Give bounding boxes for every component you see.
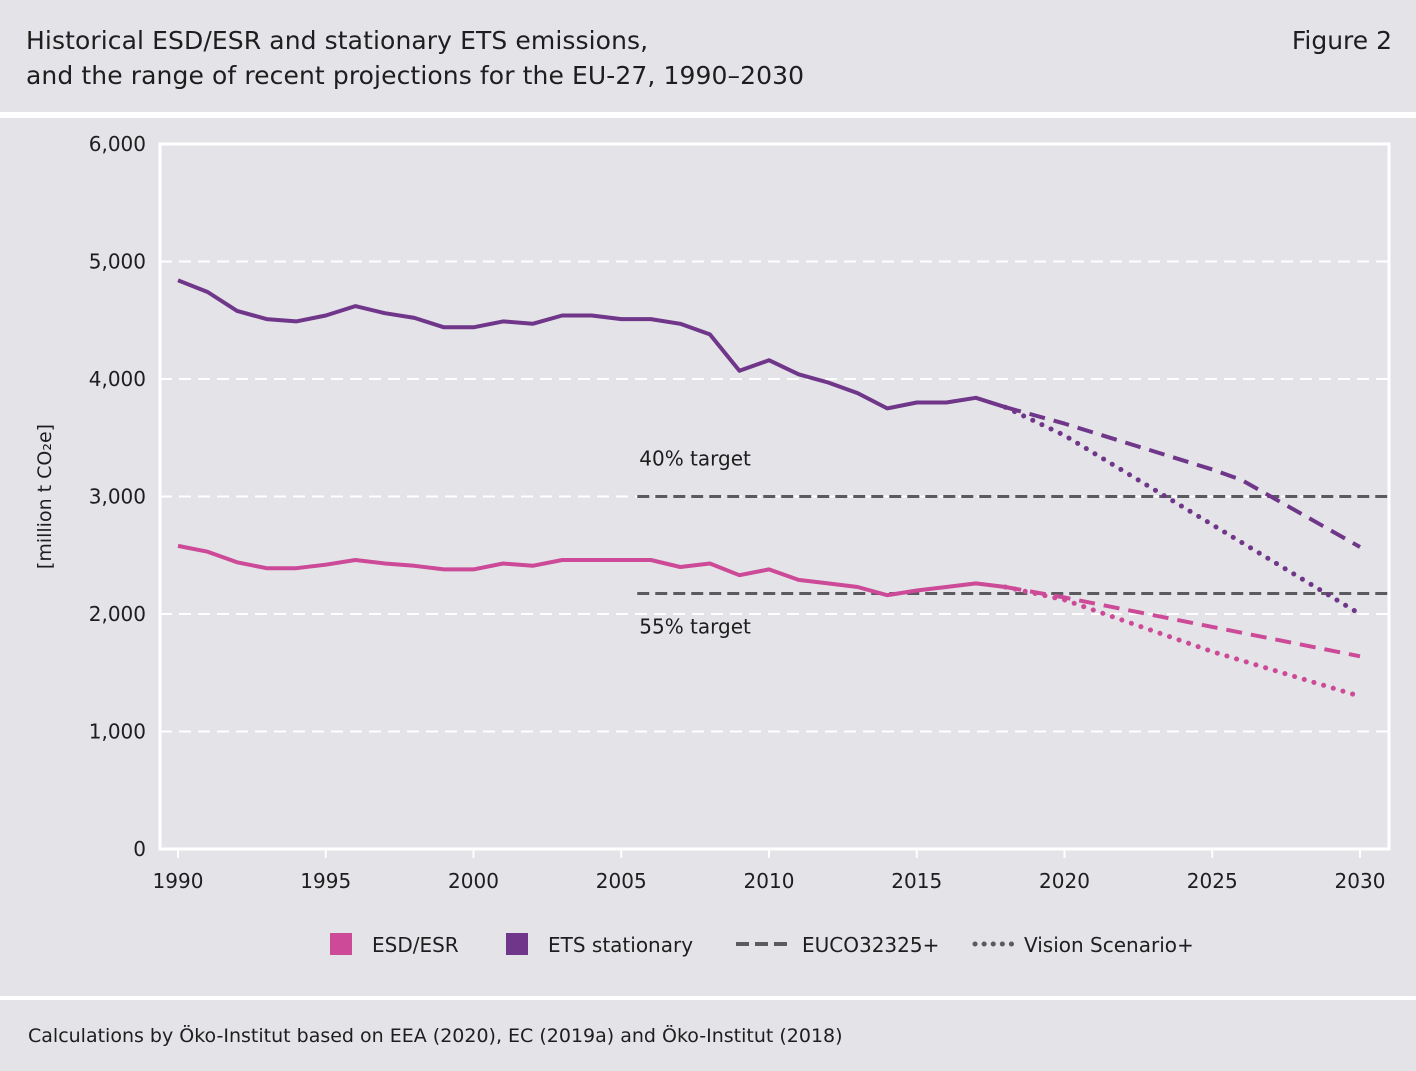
target-label: 40% target [639,447,751,471]
x-tick-label: 2025 [1187,869,1238,893]
series-ets-stationary-euco32325- [1004,405,1361,549]
figure-number: Figure 2 [1291,26,1392,55]
y-tick-label: 6,000 [89,132,146,156]
data-series [177,278,1363,699]
legend-swatch [506,933,528,955]
figure-header: Historical ESD/ESR and stationary ETS em… [0,0,1416,112]
axes: 0 1,000 2,000 3,000 4,000 5,000 6,000 1990 1995 2… [34,132,1391,893]
series-esd-esr [177,543,1006,598]
source-note: Calculations by Öko-Institut based on EE… [28,1025,843,1047]
y-tick-label: 1,000 [89,720,146,744]
figure-title-line-1: Historical ESD/ESR and stationary ETS em… [26,26,649,55]
series-esd-esr-euco32325- [1005,585,1361,659]
x-tick-label: 1990 [153,869,204,893]
legend-swatch [330,933,352,955]
legend: ESD/ESR ETS stationary EUCO32325+ Vision Sc… [330,933,1194,957]
x-tick-label: 2005 [596,869,647,893]
x-tick-label: 1995 [300,869,351,893]
y-tick-label: 4,000 [89,367,146,391]
x-tick-label: 2020 [1039,869,1090,893]
y-tick-label: 3,000 [89,485,146,509]
figure-footer: Calculations by Öko-Institut based on EE… [0,1000,1416,1071]
y-tick-label: 0 [133,837,146,861]
legend-label: ESD/ESR [372,933,459,957]
series-esd-esr-vision-scenario- [1002,584,1363,699]
legend-label: Vision Scenario+ [1024,933,1194,957]
figure-title-line-2: and the range of recent projections for … [26,61,805,90]
y-tick-label: 5,000 [89,250,146,274]
y-tick-label: 2,000 [89,602,146,626]
x-tick-label: 2030 [1335,869,1386,893]
x-tick-label: 2000 [448,869,499,893]
emissions-chart: 0 1,000 2,000 3,000 4,000 5,000 6,000 1990 1995 2… [34,132,1391,957]
x-tick-label: 2015 [891,869,942,893]
series-ets-stationary [177,278,1007,411]
legend-label: ETS stationary [548,933,693,957]
target-lines: 40% target 55% target [637,447,1389,638]
legend-label: EUCO32325+ [802,933,939,957]
x-tick-label: 2010 [744,869,795,893]
y-axis-label: [million t CO₂e] [34,424,56,569]
target-label: 55% target [639,614,751,638]
series-ets-stationary-vision-scenario- [1002,404,1363,617]
plot-frame [158,142,1391,851]
chart-panel: 0 1,000 2,000 3,000 4,000 5,000 6,000 1990 1995 2… [0,118,1416,996]
